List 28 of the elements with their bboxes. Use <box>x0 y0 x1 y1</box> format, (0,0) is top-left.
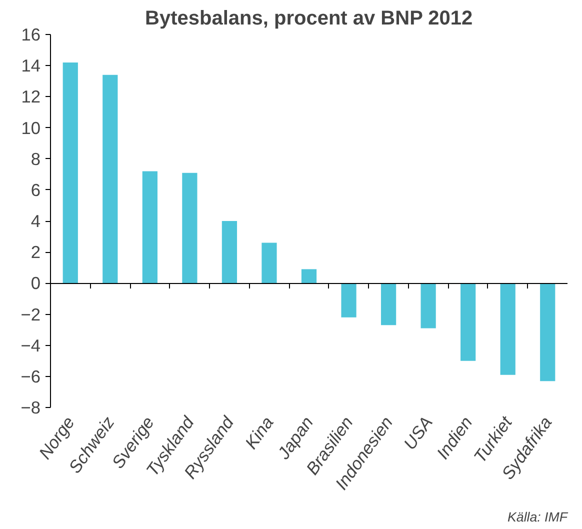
y-tick-label: −2 <box>20 304 41 324</box>
y-tick-label: −6 <box>20 366 41 386</box>
y-tick-label: 0 <box>30 273 41 294</box>
y-tick-label: 8 <box>30 148 41 169</box>
bar <box>500 283 516 375</box>
y-tick-label: 10 <box>21 118 41 138</box>
y-tick-label: 4 <box>30 211 41 231</box>
y-tick-label: −4 <box>20 335 41 356</box>
y-tick-label: 2 <box>30 242 41 262</box>
bar <box>540 283 556 382</box>
bar <box>62 62 78 284</box>
bar <box>460 283 476 361</box>
bar <box>420 283 436 328</box>
y-tick-label: 12 <box>21 86 41 107</box>
y-tick-label: 6 <box>30 180 41 200</box>
chart-title: Bytesbalans, procent av BNP 2012 <box>145 8 473 30</box>
bar <box>222 221 238 284</box>
bar <box>102 74 118 284</box>
y-tick-label: 14 <box>21 56 41 76</box>
y-tick-label: −8 <box>20 398 41 418</box>
bar <box>182 172 198 284</box>
y-tick-label: 16 <box>21 24 41 44</box>
bar <box>301 269 317 284</box>
bar <box>142 171 158 284</box>
bar <box>262 242 277 284</box>
bar <box>380 283 396 326</box>
bar <box>341 283 356 318</box>
text: Källa: IMF <box>508 510 568 524</box>
